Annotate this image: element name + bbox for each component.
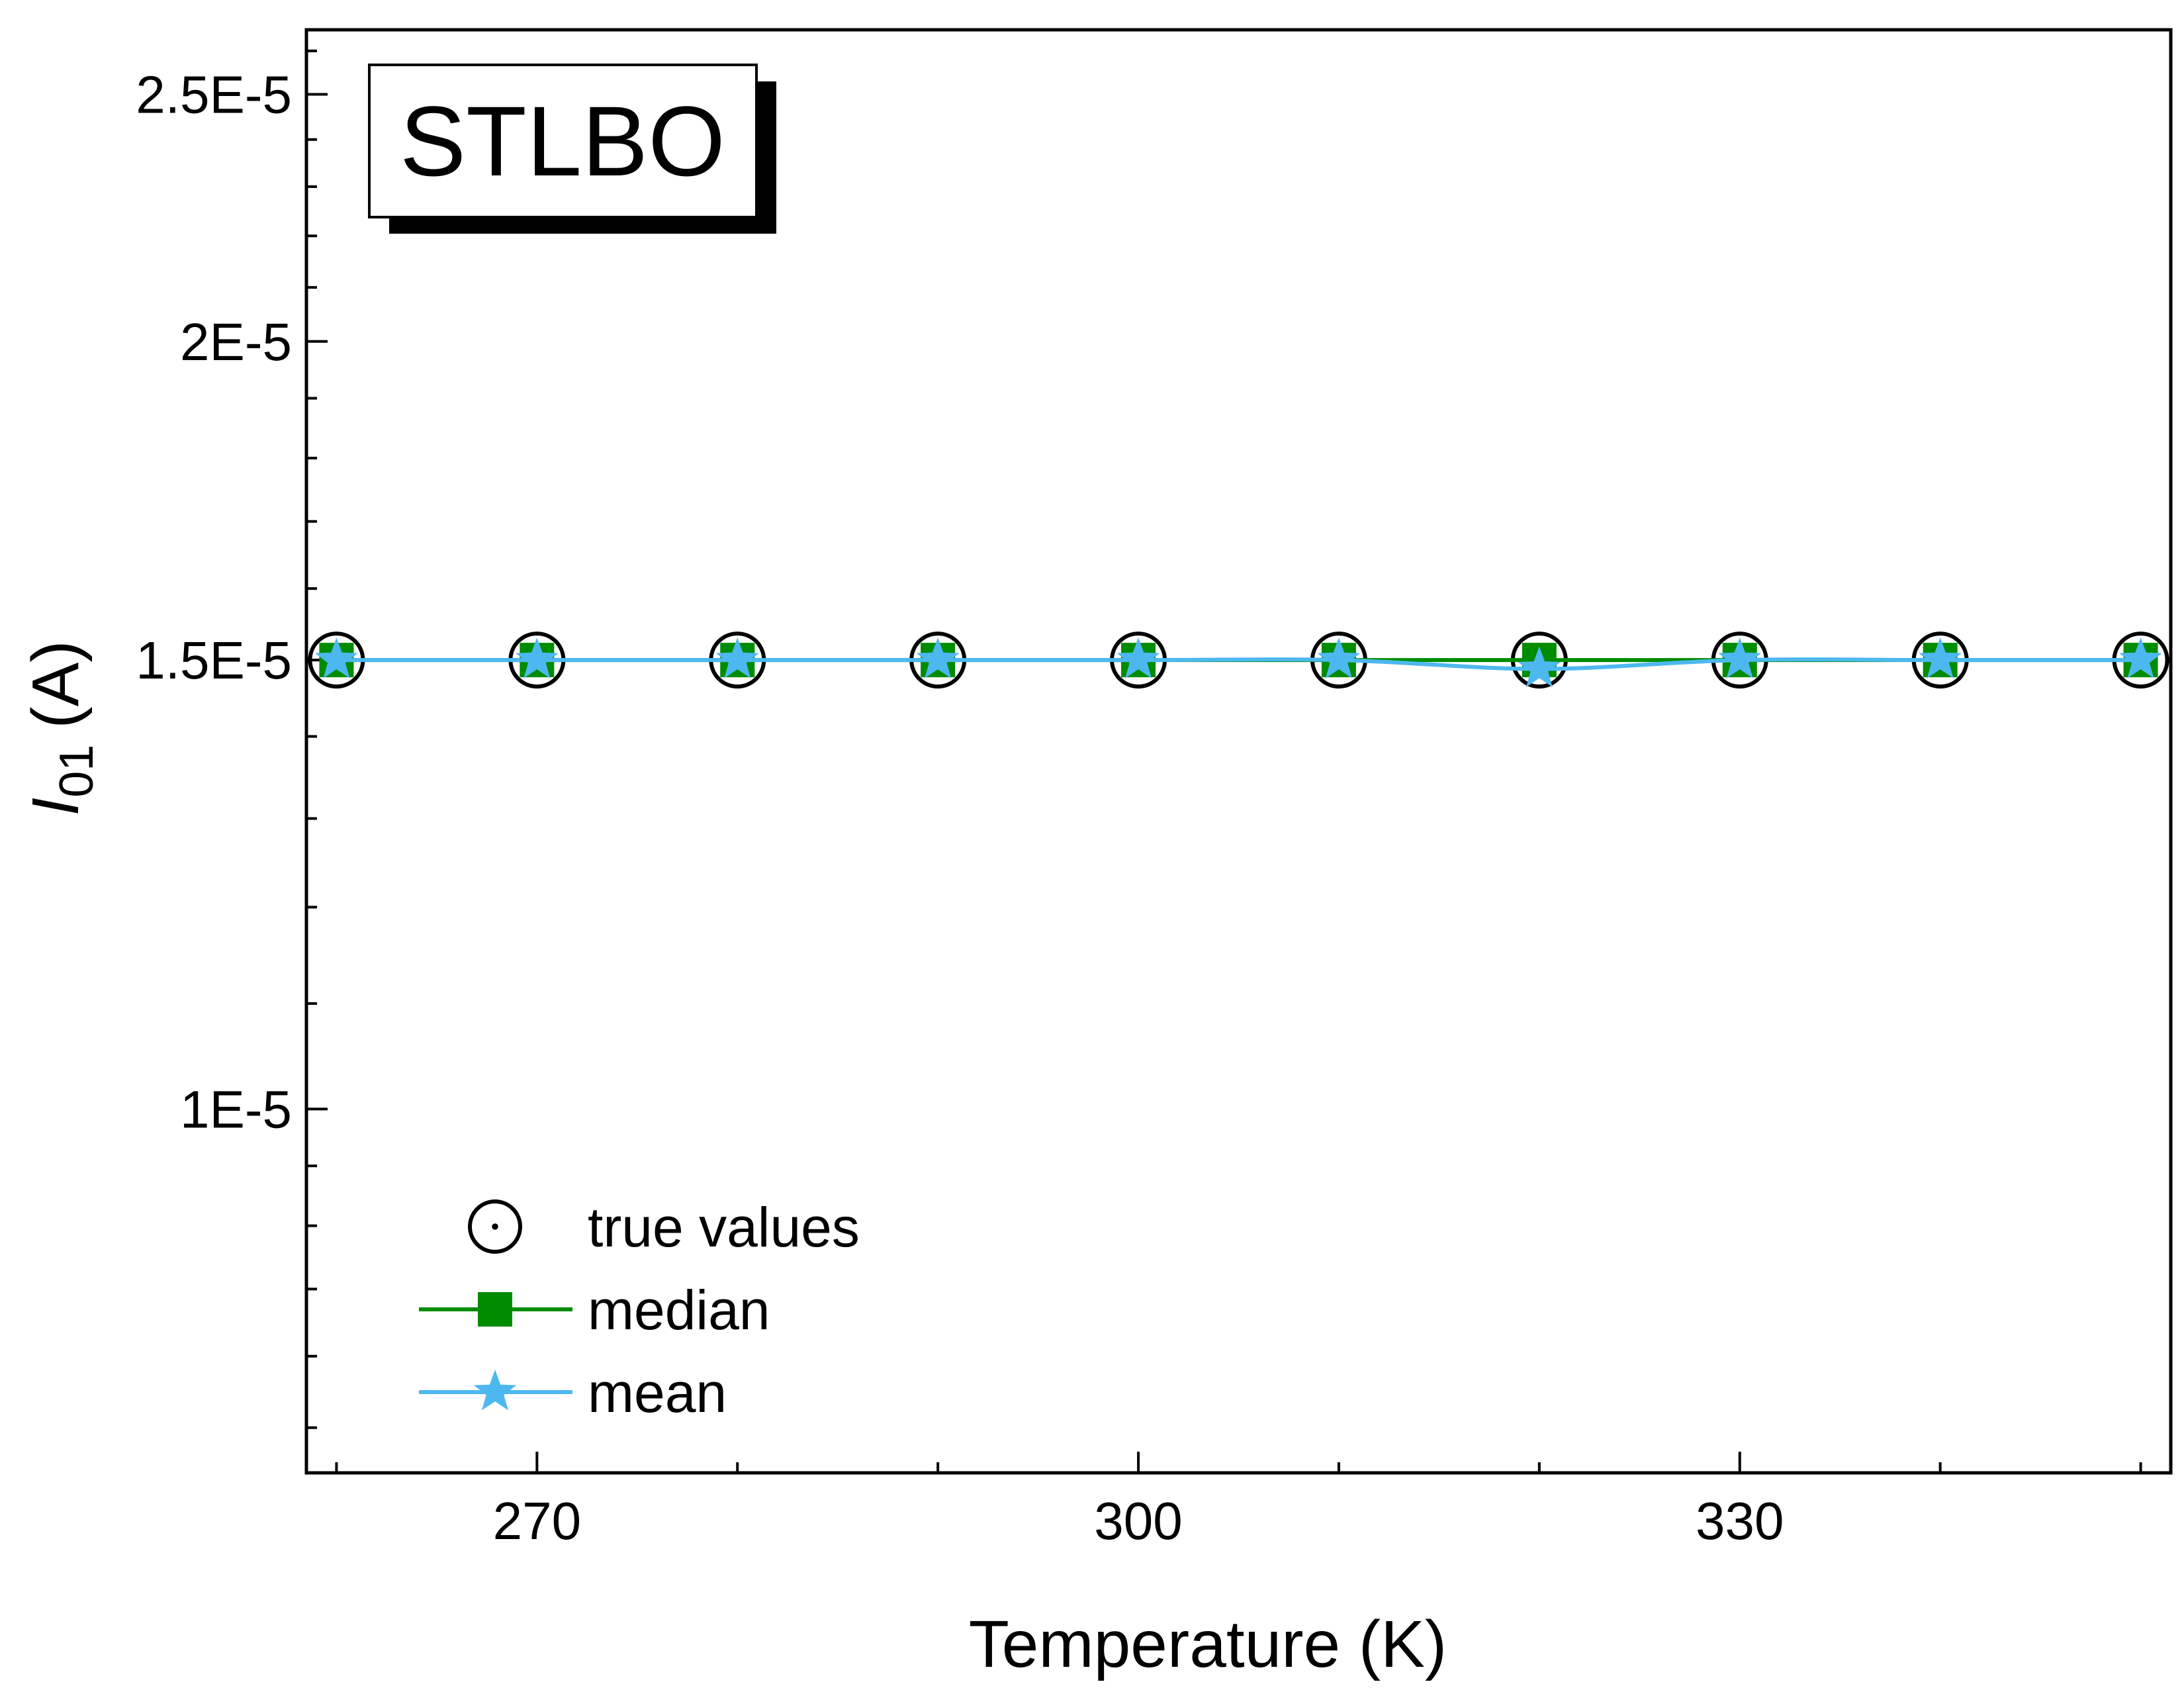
mean-marker [1518,646,1561,687]
legend-label-mean: mean [588,1362,727,1424]
legend-item-true-values: true values [468,1196,860,1258]
major-ticks [306,93,1741,1473]
mean-marker [1919,637,1962,679]
y-axis-title-subscript: 01 [50,745,103,798]
mean-marker [715,637,759,679]
series-mean [315,637,2162,687]
y-tick-labels: 1E-5 1.5E-5 2E-5 2.5E-5 [136,65,292,1139]
mean-marker [315,637,358,679]
true-value-marker-dot [492,1223,498,1230]
title-badge-box [368,64,758,218]
x-axis-title: Temperature (K) [969,1607,1447,1681]
y-axis-title: I01 (A) [19,640,103,816]
x-tick-label: 300 [1094,1491,1182,1550]
y-tick-label: 2.5E-5 [136,65,292,124]
legend: true values median mean [419,1196,860,1424]
y-tick-label: 1E-5 [180,1080,292,1139]
true-value-marker [468,1199,522,1254]
x-tick-labels: 270 300 330 [493,1491,1784,1550]
mean-marker [2119,637,2162,679]
mean-marker [1718,637,1762,679]
series-line-mean [336,657,2141,671]
y-axis-title-unit: (A) [19,640,93,728]
median-marker [478,1292,512,1327]
legend-item-mean: mean [419,1362,727,1424]
mean-marker [1317,637,1361,679]
minor-ticks [306,49,2142,1473]
x-tick-label: 270 [493,1491,581,1550]
mean-marker [473,1370,517,1411]
plot-frame [304,28,2173,1475]
x-tick-label: 330 [1696,1491,1784,1550]
legend-label-median: median [588,1279,770,1341]
title-badge: STLBO [368,64,776,234]
y-tick-label: 1.5E-5 [136,631,292,690]
mean-marker [916,637,960,679]
y-tick-label: 2E-5 [180,312,292,371]
mean-marker [1116,637,1160,679]
legend-item-median: median [419,1279,770,1341]
mean-marker [516,637,559,679]
series-layer [308,632,2169,689]
legend-label-true-values: true values [588,1196,860,1258]
y-axis-title-symbol: I [19,798,93,816]
chart-title: STLBO [400,85,725,197]
